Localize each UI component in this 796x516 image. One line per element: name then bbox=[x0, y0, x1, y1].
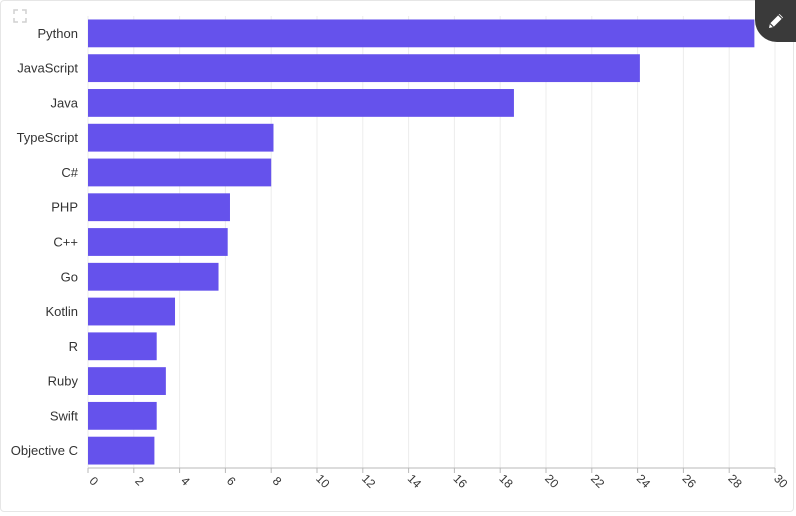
bar-ruby bbox=[88, 367, 166, 395]
category-label: R bbox=[69, 339, 78, 354]
bar-javascript bbox=[88, 54, 640, 83]
x-tick-label: 10 bbox=[313, 471, 333, 491]
category-label: Kotlin bbox=[45, 304, 78, 319]
category-label: Ruby bbox=[48, 374, 79, 389]
category-label: C++ bbox=[53, 235, 78, 250]
bar-r bbox=[88, 332, 157, 361]
bar-objective-c bbox=[88, 436, 155, 465]
bar-python bbox=[88, 19, 755, 48]
x-tick-label: 24 bbox=[634, 471, 654, 491]
x-tick-label: 4 bbox=[178, 474, 193, 489]
bar-go bbox=[88, 262, 219, 291]
bar-php bbox=[88, 193, 230, 222]
x-tick-label: 16 bbox=[451, 471, 471, 491]
bar-c- bbox=[88, 228, 228, 256]
bar-java bbox=[88, 89, 514, 117]
x-tick-label: 26 bbox=[680, 471, 700, 491]
x-tick-label: 18 bbox=[496, 471, 516, 491]
x-tick-label: 30 bbox=[771, 471, 791, 491]
x-tick-label: 22 bbox=[588, 471, 608, 491]
x-tick-label: 6 bbox=[224, 474, 239, 489]
category-label: Go bbox=[61, 269, 78, 284]
x-tick-label: 0 bbox=[87, 474, 102, 489]
category-label: JavaScript bbox=[17, 61, 78, 76]
edit-button[interactable] bbox=[755, 0, 796, 42]
category-label: Swift bbox=[50, 408, 79, 423]
x-tick-label: 20 bbox=[542, 471, 562, 491]
category-label: PHP bbox=[51, 200, 78, 215]
x-tick-label: 2 bbox=[132, 474, 147, 489]
category-label: Python bbox=[38, 26, 78, 41]
bar-c- bbox=[88, 158, 272, 187]
category-label: TypeScript bbox=[17, 130, 79, 145]
x-tick-label: 12 bbox=[359, 471, 379, 491]
category-label: C# bbox=[61, 165, 78, 180]
x-tick-label: 14 bbox=[405, 471, 425, 491]
x-tick-label: 28 bbox=[725, 471, 745, 491]
pencil-icon bbox=[769, 14, 783, 28]
bar-kotlin bbox=[88, 297, 176, 326]
expand-icon[interactable] bbox=[13, 9, 27, 23]
bar-swift bbox=[88, 401, 157, 430]
category-label: Java bbox=[51, 95, 79, 110]
category-label: Objective C bbox=[11, 443, 78, 458]
bar-typescript bbox=[88, 123, 274, 152]
x-tick-label: 8 bbox=[270, 474, 285, 489]
